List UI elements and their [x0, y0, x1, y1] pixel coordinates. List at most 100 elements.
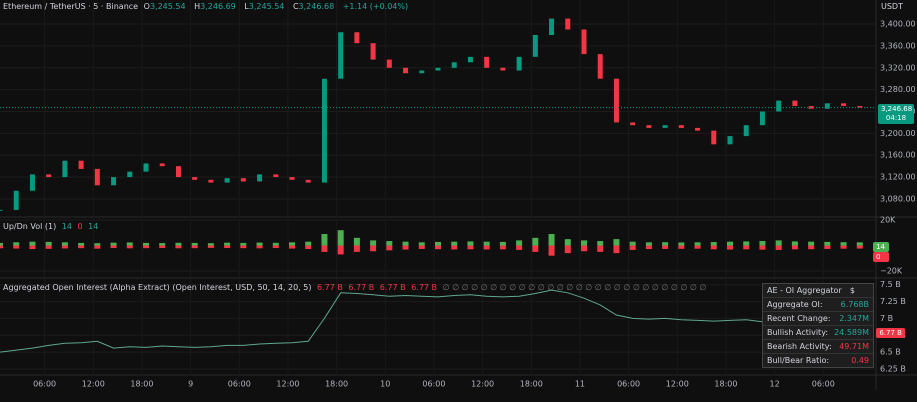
currency: USDT: [881, 2, 903, 11]
volume-bar: [727, 241, 733, 246]
volume-bar: [710, 245, 717, 250]
x-tick-label: 06:00: [617, 380, 640, 389]
row-label: Recent Change:: [767, 314, 831, 323]
volume-bar: [370, 240, 377, 246]
volume-bar: [564, 239, 571, 246]
table-row: Bullish Activity: 24.589M: [763, 325, 873, 339]
volume-bar: [353, 237, 360, 246]
candle: [338, 32, 344, 79]
volume-bar: [289, 242, 295, 246]
y-tick-label: 3,160.00: [880, 151, 916, 160]
candle: [808, 106, 814, 109]
volume-bar: [45, 245, 52, 249]
volume-bar: [435, 245, 441, 250]
candle: [354, 32, 360, 44]
volume-bar: [240, 242, 247, 246]
row-label: Bull/Bear Ratio:: [767, 356, 830, 365]
candle: [143, 163, 149, 172]
volume-bar: [727, 245, 733, 250]
table-row: Aggregate OI: 6.768B: [763, 297, 873, 311]
y-tick-label: 3,200.00: [880, 129, 916, 138]
volume-bar: [532, 237, 539, 246]
x-tick-label: 9: [188, 380, 193, 389]
candle: [208, 179, 214, 183]
countdown: 04:18: [885, 114, 907, 122]
volume-bar: [386, 241, 393, 246]
candle: [695, 127, 701, 131]
candle: [630, 122, 636, 126]
volume-bar: [78, 245, 85, 249]
price-header: Ethereum / TetherUS · 5 · Binance O3,245…: [3, 2, 411, 11]
candle: [857, 106, 863, 108]
table-title: AE - OI Aggregator: [767, 286, 842, 295]
row-value: 0.49: [851, 356, 869, 365]
volume-badge: 0: [873, 252, 889, 262]
volume-badge: 14: [873, 242, 889, 252]
volume-bar: [353, 245, 360, 252]
volume-bar: [516, 240, 523, 246]
volume-bar: [581, 245, 587, 252]
candle: [776, 100, 782, 112]
candle: [78, 160, 84, 169]
ohlc-value: 3,246.69: [200, 2, 236, 11]
legend-value: 14: [88, 222, 99, 231]
y-tick-label: 20K: [880, 215, 896, 224]
legend-value: 6.77 B: [317, 283, 343, 292]
symbol-title: Ethereum / TetherUS · 5 · Binance: [3, 2, 139, 11]
volume-bar: [321, 234, 328, 246]
candle: [743, 125, 749, 137]
candle: [13, 190, 19, 210]
candle: [484, 56, 490, 68]
x-tick-label: 12: [770, 380, 780, 389]
volume-bar: [629, 241, 636, 246]
x-tick-label: 12:00: [666, 380, 689, 389]
candle: [0, 209, 3, 211]
y-tick-label: 3,320.00: [880, 63, 916, 72]
candle: [370, 43, 376, 60]
candle: [289, 177, 295, 180]
ohlc-low: L3,245.54: [244, 2, 287, 11]
last-price: 3,246.68: [881, 105, 913, 113]
candle: [597, 54, 603, 79]
candle: [711, 130, 717, 145]
legend-value: 6.77 B: [379, 283, 406, 292]
volume-bar: [662, 245, 669, 249]
oi-badge: 6.77 B: [876, 328, 905, 338]
volume-bar: [775, 240, 782, 246]
y-tick-label: 3,360.00: [880, 41, 916, 50]
legend-value: 0: [77, 222, 83, 231]
volume-bar: [694, 245, 701, 249]
volume-bar: [175, 245, 182, 249]
legend-value: 14: [61, 222, 72, 231]
candle: [192, 177, 198, 180]
volume-bar: [418, 242, 425, 246]
x-tick-label: 12:00: [471, 380, 494, 389]
x-tick-label: 11: [575, 380, 585, 389]
volume-bar: [824, 241, 831, 246]
volume-bar: [256, 245, 263, 249]
oi-header: Aggregated Open Interest (Alpha Extract)…: [3, 283, 709, 292]
volume-bar: [0, 245, 3, 249]
table-currency: $: [849, 286, 855, 295]
legend-value: 6.77 B: [348, 283, 375, 292]
x-tick-label: 18:00: [714, 380, 737, 389]
volume-bar: [337, 245, 344, 255]
volume-bar: [791, 245, 798, 250]
price-change: +1.14 (+0.04%): [342, 2, 409, 11]
volume-bar: [305, 241, 312, 246]
x-tick-label: 18:00: [325, 380, 348, 389]
volume-bar: [710, 242, 717, 246]
volume-bar: [597, 241, 604, 246]
volume-bar: [207, 245, 214, 248]
y-tick-label: 3,400.00: [880, 20, 916, 29]
candle: [224, 178, 230, 183]
x-tick-label: 12:00: [276, 380, 299, 389]
volume-bar: [143, 245, 149, 249]
volume-bar: [645, 245, 652, 250]
volume-bar: [224, 242, 231, 246]
candle: [824, 103, 830, 109]
volume-bar: [29, 245, 36, 250]
candle: [532, 34, 538, 57]
candle: [175, 166, 181, 178]
